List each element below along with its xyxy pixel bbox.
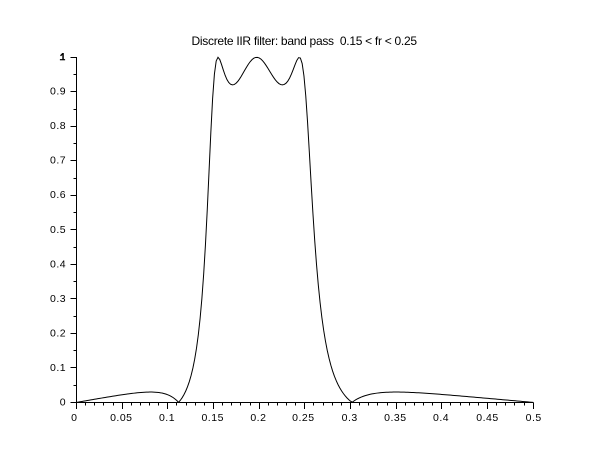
svg-text:0.1: 0.1 <box>159 412 175 424</box>
svg-text:0.45: 0.45 <box>476 412 498 424</box>
svg-text:0.2: 0.2 <box>250 412 266 424</box>
svg-text:0.7: 0.7 <box>50 155 66 167</box>
svg-text:0.3: 0.3 <box>50 293 66 305</box>
svg-text:0.25: 0.25 <box>292 412 314 424</box>
svg-text:Discrete IIR filter: band pass: Discrete IIR filter: band pass 0.15 < fr… <box>192 34 418 48</box>
svg-text:0.2: 0.2 <box>50 327 66 339</box>
svg-text:0.4: 0.4 <box>433 412 449 424</box>
svg-text:0.05: 0.05 <box>110 412 132 424</box>
svg-text:0.9: 0.9 <box>50 86 66 98</box>
svg-text:0.3: 0.3 <box>342 412 358 424</box>
svg-text:0.5: 0.5 <box>526 412 542 424</box>
svg-text:0.6: 0.6 <box>50 189 66 201</box>
svg-text:0.5: 0.5 <box>50 224 66 236</box>
svg-text:0.8: 0.8 <box>50 120 66 132</box>
svg-text:0.15: 0.15 <box>201 412 223 424</box>
svg-text:0.1: 0.1 <box>50 362 66 374</box>
svg-text:0: 0 <box>71 412 77 424</box>
svg-text:0: 0 <box>60 396 66 408</box>
svg-text:0.4: 0.4 <box>50 258 66 270</box>
svg-text:0.35: 0.35 <box>384 412 406 424</box>
